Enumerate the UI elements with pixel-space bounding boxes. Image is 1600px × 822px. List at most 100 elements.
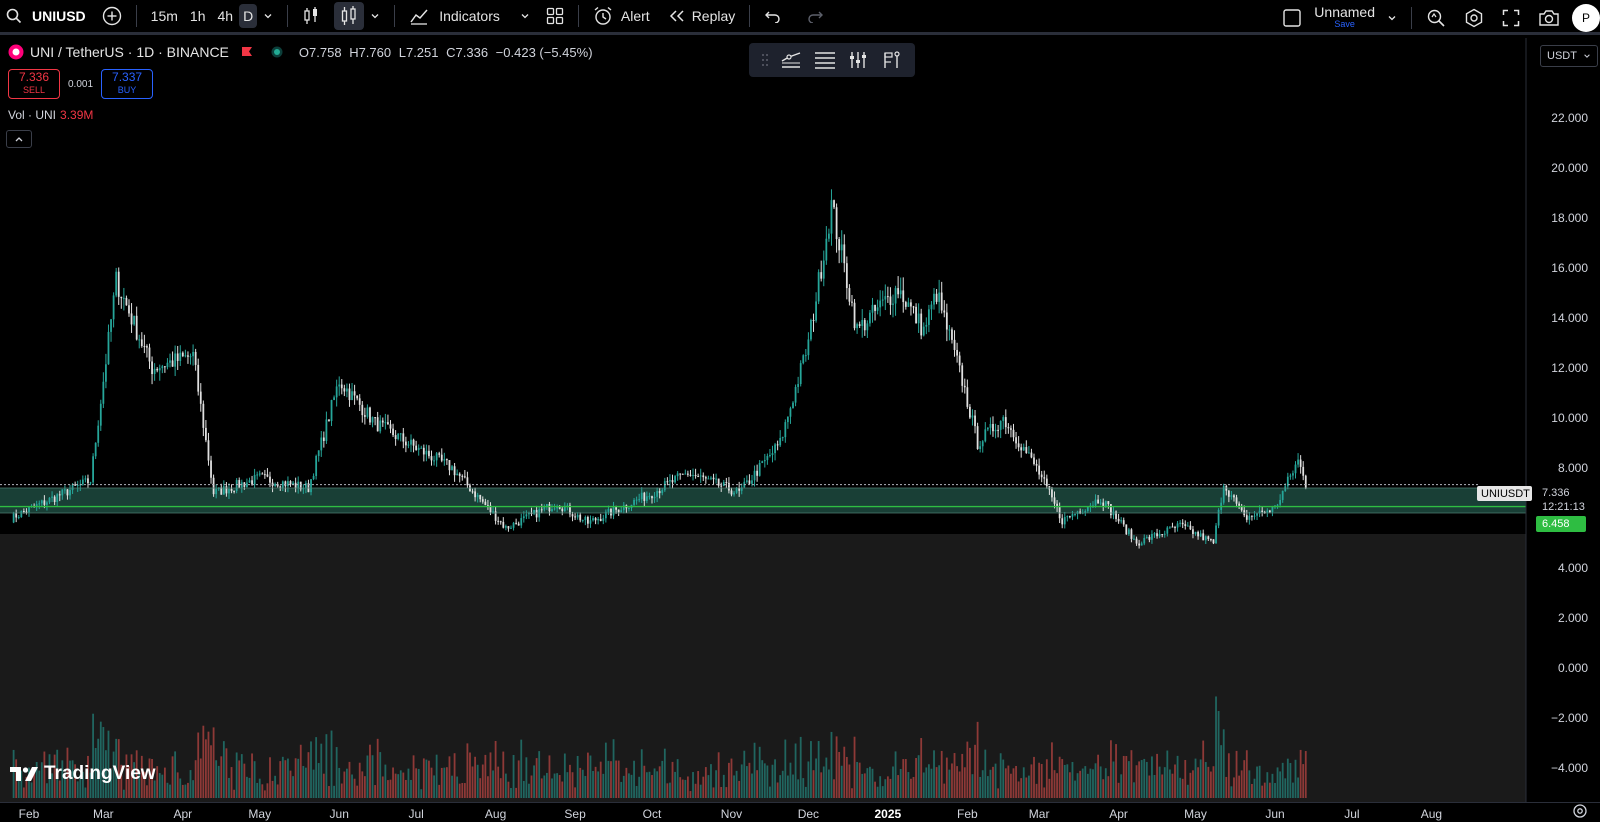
- volume-bar: [869, 766, 871, 798]
- volume-bar: [879, 776, 882, 798]
- candle-body: [281, 481, 284, 488]
- candle-body: [812, 320, 815, 322]
- tradingview-logo[interactable]: TradingView: [10, 763, 156, 785]
- volume-bar: [638, 776, 641, 798]
- market-status-icon[interactable]: [271, 46, 283, 58]
- volume-bar: [884, 779, 887, 798]
- drag-handle-icon[interactable]: [761, 53, 769, 67]
- candle-body: [61, 489, 64, 496]
- volume-bar: [1074, 780, 1076, 798]
- undo-icon[interactable]: [758, 9, 788, 23]
- buy-button[interactable]: 7.337 BUY: [101, 69, 154, 99]
- indicators-icon[interactable]: [403, 7, 435, 25]
- trend-line-tool-icon[interactable]: [780, 50, 802, 70]
- currency-selector[interactable]: USDT: [1540, 45, 1598, 67]
- compare-symbol-icon[interactable]: [96, 6, 128, 26]
- volume-bar: [448, 756, 451, 798]
- volume-bar: [497, 766, 500, 798]
- candles-chart-type-icon[interactable]: [334, 2, 365, 30]
- templates-grid-icon[interactable]: [540, 7, 570, 25]
- pitchfork-tool-icon[interactable]: [848, 50, 870, 70]
- candle-body: [238, 480, 241, 488]
- layout-name[interactable]: Unnamed Save: [1314, 5, 1375, 30]
- volume-bar: [715, 770, 717, 798]
- candle-body: [981, 441, 984, 447]
- volume-bar: [310, 741, 312, 798]
- collapse-legend-button[interactable]: [6, 130, 32, 148]
- fullscreen-icon[interactable]: [1496, 9, 1526, 27]
- candle-body: [1176, 523, 1179, 528]
- chevron-down-icon[interactable]: [257, 11, 279, 21]
- volume-bar: [404, 779, 407, 798]
- candle-body: [848, 288, 851, 302]
- chevron-down-icon[interactable]: [514, 11, 536, 21]
- flag-icon[interactable]: [241, 46, 253, 58]
- candle-body: [1097, 499, 1099, 504]
- volume-bar: [976, 721, 979, 798]
- sell-button[interactable]: 7.336 SELL: [8, 69, 60, 99]
- interval-4h[interactable]: 4h: [217, 8, 234, 24]
- profile-avatar[interactable]: P: [1572, 3, 1600, 32]
- interval-15m[interactable]: 15m: [150, 8, 178, 24]
- settings-hex-icon[interactable]: [1458, 8, 1490, 28]
- candle-body: [707, 478, 710, 480]
- volume-bar: [1202, 740, 1205, 798]
- candle-body: [548, 504, 551, 512]
- volume-bar: [504, 773, 507, 798]
- volume-bar: [992, 766, 994, 798]
- candle-body: [387, 422, 389, 425]
- volume-bar: [545, 772, 548, 798]
- volume-bar: [161, 774, 164, 798]
- volume-bar: [981, 770, 984, 798]
- candle-body: [592, 518, 594, 521]
- candle-body: [1276, 504, 1279, 506]
- volume-bar: [892, 766, 894, 798]
- candle-body: [51, 496, 53, 498]
- candle-body: [189, 356, 192, 358]
- candle-body: [394, 435, 397, 440]
- price-scale[interactable]: 22.000 20.000 18.000 16.000 14.000 12.000 10.0…: [1526, 38, 1600, 802]
- symbol-title[interactable]: UNI / TetherUS · 1D · BINANCE: [30, 44, 229, 60]
- volume-bar: [435, 754, 438, 798]
- candle-body: [371, 417, 374, 423]
- indicators-button[interactable]: Indicators: [439, 8, 500, 24]
- interval-1d[interactable]: D: [239, 4, 258, 28]
- volume-bar: [607, 760, 610, 798]
- candle-body: [420, 447, 423, 449]
- time-axis[interactable]: Feb Mar Apr May Jun Jul Aug Sep Oct Nov Dec 2025 Feb…: [0, 802, 1600, 822]
- layout-square-icon[interactable]: [1276, 8, 1308, 28]
- volume-bar: [169, 784, 171, 798]
- redo-icon[interactable]: [800, 9, 830, 23]
- candle-body: [1158, 534, 1161, 537]
- bar-chart-type-icon[interactable]: [296, 6, 326, 26]
- candle-body: [674, 476, 676, 483]
- replay-icon[interactable]: [662, 9, 692, 23]
- save-label[interactable]: Save: [1334, 18, 1355, 29]
- candle-body: [174, 353, 177, 367]
- volume-bar: [207, 731, 210, 798]
- volume-bar: [835, 736, 838, 798]
- candle-body: [1153, 533, 1156, 535]
- volume-legend[interactable]: Vol · UNI 3.39M: [8, 108, 93, 122]
- alert-button[interactable]: Alert: [620, 8, 650, 24]
- replay-button[interactable]: Replay: [691, 8, 736, 24]
- alarm-clock-icon[interactable]: [587, 6, 619, 26]
- symbol-search[interactable]: UNIUSD: [32, 8, 86, 24]
- camera-icon[interactable]: [1532, 9, 1566, 27]
- pattern-tool-icon[interactable]: [881, 50, 903, 70]
- interval-1h[interactable]: 1h: [189, 8, 206, 24]
- chevron-down-icon[interactable]: [1381, 13, 1403, 23]
- tradingview-mark-icon: [10, 767, 38, 781]
- volume-bar: [797, 779, 800, 798]
- candle-body: [163, 366, 166, 368]
- fib-lines-tool-icon[interactable]: [814, 50, 836, 70]
- candle-body: [1217, 509, 1220, 526]
- quick-search-icon[interactable]: [1420, 8, 1452, 28]
- chart-settings-icon[interactable]: [1572, 803, 1588, 819]
- volume-bar: [1017, 781, 1020, 798]
- candle-body: [1148, 536, 1151, 540]
- volume-bar: [63, 772, 66, 798]
- chevron-down-icon[interactable]: [364, 11, 386, 21]
- search-icon[interactable]: [0, 8, 28, 24]
